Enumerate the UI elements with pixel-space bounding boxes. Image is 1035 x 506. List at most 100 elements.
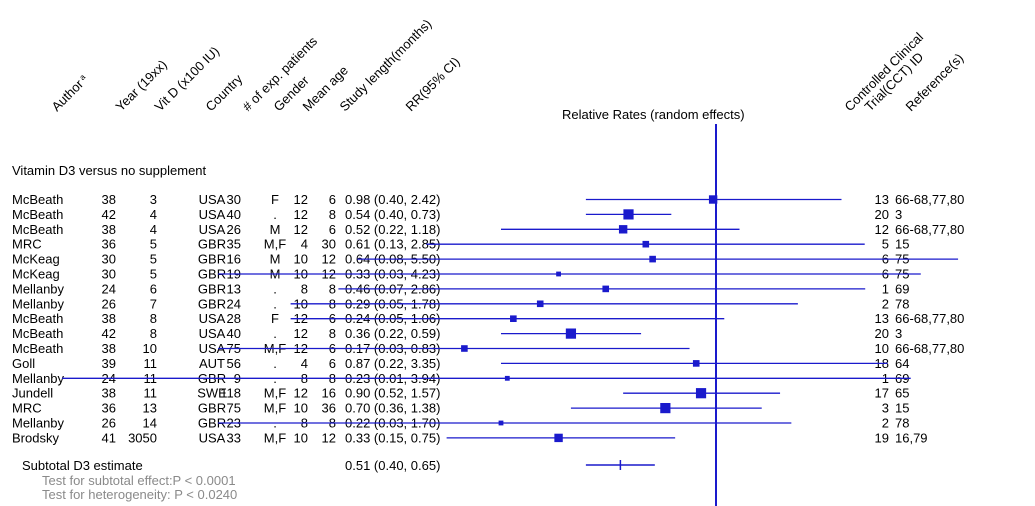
cell-year: 38: [102, 192, 116, 207]
cell-year: 38: [102, 222, 116, 237]
column-headers: Authora Year (19xx) Vit D (x100 IU) Coun…: [49, 16, 967, 114]
estimate-marker: [708, 195, 718, 204]
subtotal-rr-text: 0.51 (0.40, 0.65): [345, 458, 440, 473]
study-row: McBeath 38 8 USA 28 F 12 6 0.24 (0.05, 1.06) 13 66…: [12, 311, 964, 326]
cell-reference: 66-68,77,80: [895, 192, 964, 207]
estimate-marker: [695, 388, 707, 399]
cell-reference: 66-68,77,80: [895, 222, 964, 237]
cell-cct-id: 3: [882, 401, 889, 416]
cell-cct-id: 20: [875, 326, 889, 341]
cell-reference: 3: [895, 326, 902, 341]
study-row: MRC 36 13 GBR 75 M,F 10 36 0.70 (0.36, 1.38) 3 15: [12, 401, 909, 416]
cell-country: GBR: [198, 416, 226, 431]
cell-country: GBR: [198, 401, 226, 416]
cell-gender: M: [270, 222, 281, 237]
cell-country: SWE: [197, 386, 227, 401]
cell-author: Mellanby: [12, 296, 65, 311]
cell-rr-text: 0.61 (0.13, 2.85): [345, 237, 440, 252]
cell-country: USA: [199, 326, 226, 341]
cell-vitd: 8: [150, 311, 157, 326]
estimate-marker: [618, 225, 628, 234]
cell-rr-text: 0.98 (0.40, 2.42): [345, 192, 440, 207]
cell-vitd: 11: [144, 356, 158, 371]
cell-patients: 28: [227, 311, 241, 326]
cell-mean-age: 10: [294, 430, 308, 445]
cell-author: McKeag: [12, 267, 60, 282]
cell-patients: 40: [227, 326, 241, 341]
cell-gender: .: [273, 207, 277, 222]
study-row: McBeath 38 4 USA 26 M 12 6 0.52 (0.22, 1.18) 12 66…: [12, 222, 964, 237]
cell-gender: .: [273, 326, 277, 341]
cell-patients: 30: [227, 192, 241, 207]
cell-patients: 16: [227, 252, 241, 267]
cell-gender: .: [273, 356, 277, 371]
cell-gender: M,F: [264, 237, 286, 252]
cell-study-length: 30: [322, 237, 336, 252]
estimate-marker: [602, 285, 610, 293]
cell-reference: 78: [895, 296, 909, 311]
cell-country: GBR: [198, 281, 226, 296]
study-row: Mellanby 24 6 GBR 13. 8 8 0.46 (0.07, 2.86) 1 69: [12, 281, 909, 296]
cell-country: USA: [199, 222, 226, 237]
cell-study-length: 8: [329, 281, 336, 296]
cell-vitd: 4: [150, 222, 157, 237]
cell-cct-id: 10: [875, 341, 889, 356]
cell-vitd: 14: [143, 416, 157, 431]
cell-gender: M,F: [264, 430, 286, 445]
cell-study-length: 6: [329, 222, 336, 237]
cell-country: GBR: [198, 267, 226, 282]
cell-gender: M,F: [264, 386, 286, 401]
cell-mean-age: 12: [294, 207, 308, 222]
cell-cct-id: 13: [875, 192, 889, 207]
cell-cct-id: 19: [875, 430, 889, 445]
cell-year: 42: [102, 207, 116, 222]
cell-study-length: 8: [329, 326, 336, 341]
cell-vitd: 10: [143, 341, 157, 356]
cell-rr-text: 0.90 (0.52, 1.57): [345, 386, 440, 401]
cell-author: Jundell: [12, 386, 53, 401]
cell-year: 26: [102, 416, 116, 431]
cell-study-length: 12: [322, 252, 336, 267]
study-row: McBeath 42 4 USA 40. 12 8 0.54 (0.40, 0.73) 20 3: [12, 207, 902, 222]
cell-country: GBR: [198, 296, 226, 311]
cell-reference: 15: [895, 237, 909, 252]
cell-author: McKeag: [12, 252, 60, 267]
cell-reference: 78: [895, 416, 909, 431]
cell-cct-id: 20: [875, 207, 889, 222]
cell-mean-age: 4: [301, 237, 308, 252]
cell-reference: 15: [895, 401, 909, 416]
cell-year: 36: [102, 401, 116, 416]
cell-mean-age: 10: [294, 252, 308, 267]
cell-patients: 26: [227, 222, 241, 237]
cell-study-length: 6: [329, 192, 336, 207]
cell-author: McBeath: [12, 207, 63, 222]
cell-patients: 56: [227, 356, 241, 371]
cell-cct-id: 5: [882, 237, 889, 252]
cell-vitd: 4: [150, 207, 157, 222]
cell-author: Mellanby: [12, 371, 65, 386]
study-row: McKeag 30 5 GBR 19 M 10 12 0.33 (0.03, 4.23) 6 75: [12, 267, 921, 282]
study-row: McBeath 38 3 USA 30 F 12 6 0.98 (0.40, 2.42) 13 66…: [12, 192, 964, 207]
cell-patients: 75: [227, 401, 241, 416]
study-row: McBeath 38 10 USA 75 M,F 12 6 0.17 (0.03, 0.83) 1…: [12, 341, 964, 356]
cell-gender: F: [271, 311, 279, 326]
cell-vitd: 3050: [128, 430, 157, 445]
header-author: Authora: [49, 71, 92, 114]
subtotal-label: Subtotal D3 estimate: [22, 458, 143, 473]
cell-author: McBeath: [12, 192, 63, 207]
cell-cct-id: 13: [875, 311, 889, 326]
estimate-marker: [565, 328, 577, 339]
section-label: Vitamin D3 versus no supplement: [12, 163, 207, 178]
estimate-marker: [623, 209, 634, 220]
estimate-marker: [510, 315, 517, 322]
cell-patients: 13: [227, 281, 241, 296]
cell-mean-age: 8: [301, 281, 308, 296]
study-row: Goll 39 11 AUT 56. 4 6 0.87 (0.22, 3.35) 18 64: [12, 356, 909, 371]
cell-country: USA: [199, 192, 226, 207]
estimate-marker: [649, 255, 656, 263]
cell-vitd: 5: [150, 267, 157, 282]
cell-gender: M,F: [264, 401, 286, 416]
cell-author: Brodsky: [12, 430, 59, 445]
